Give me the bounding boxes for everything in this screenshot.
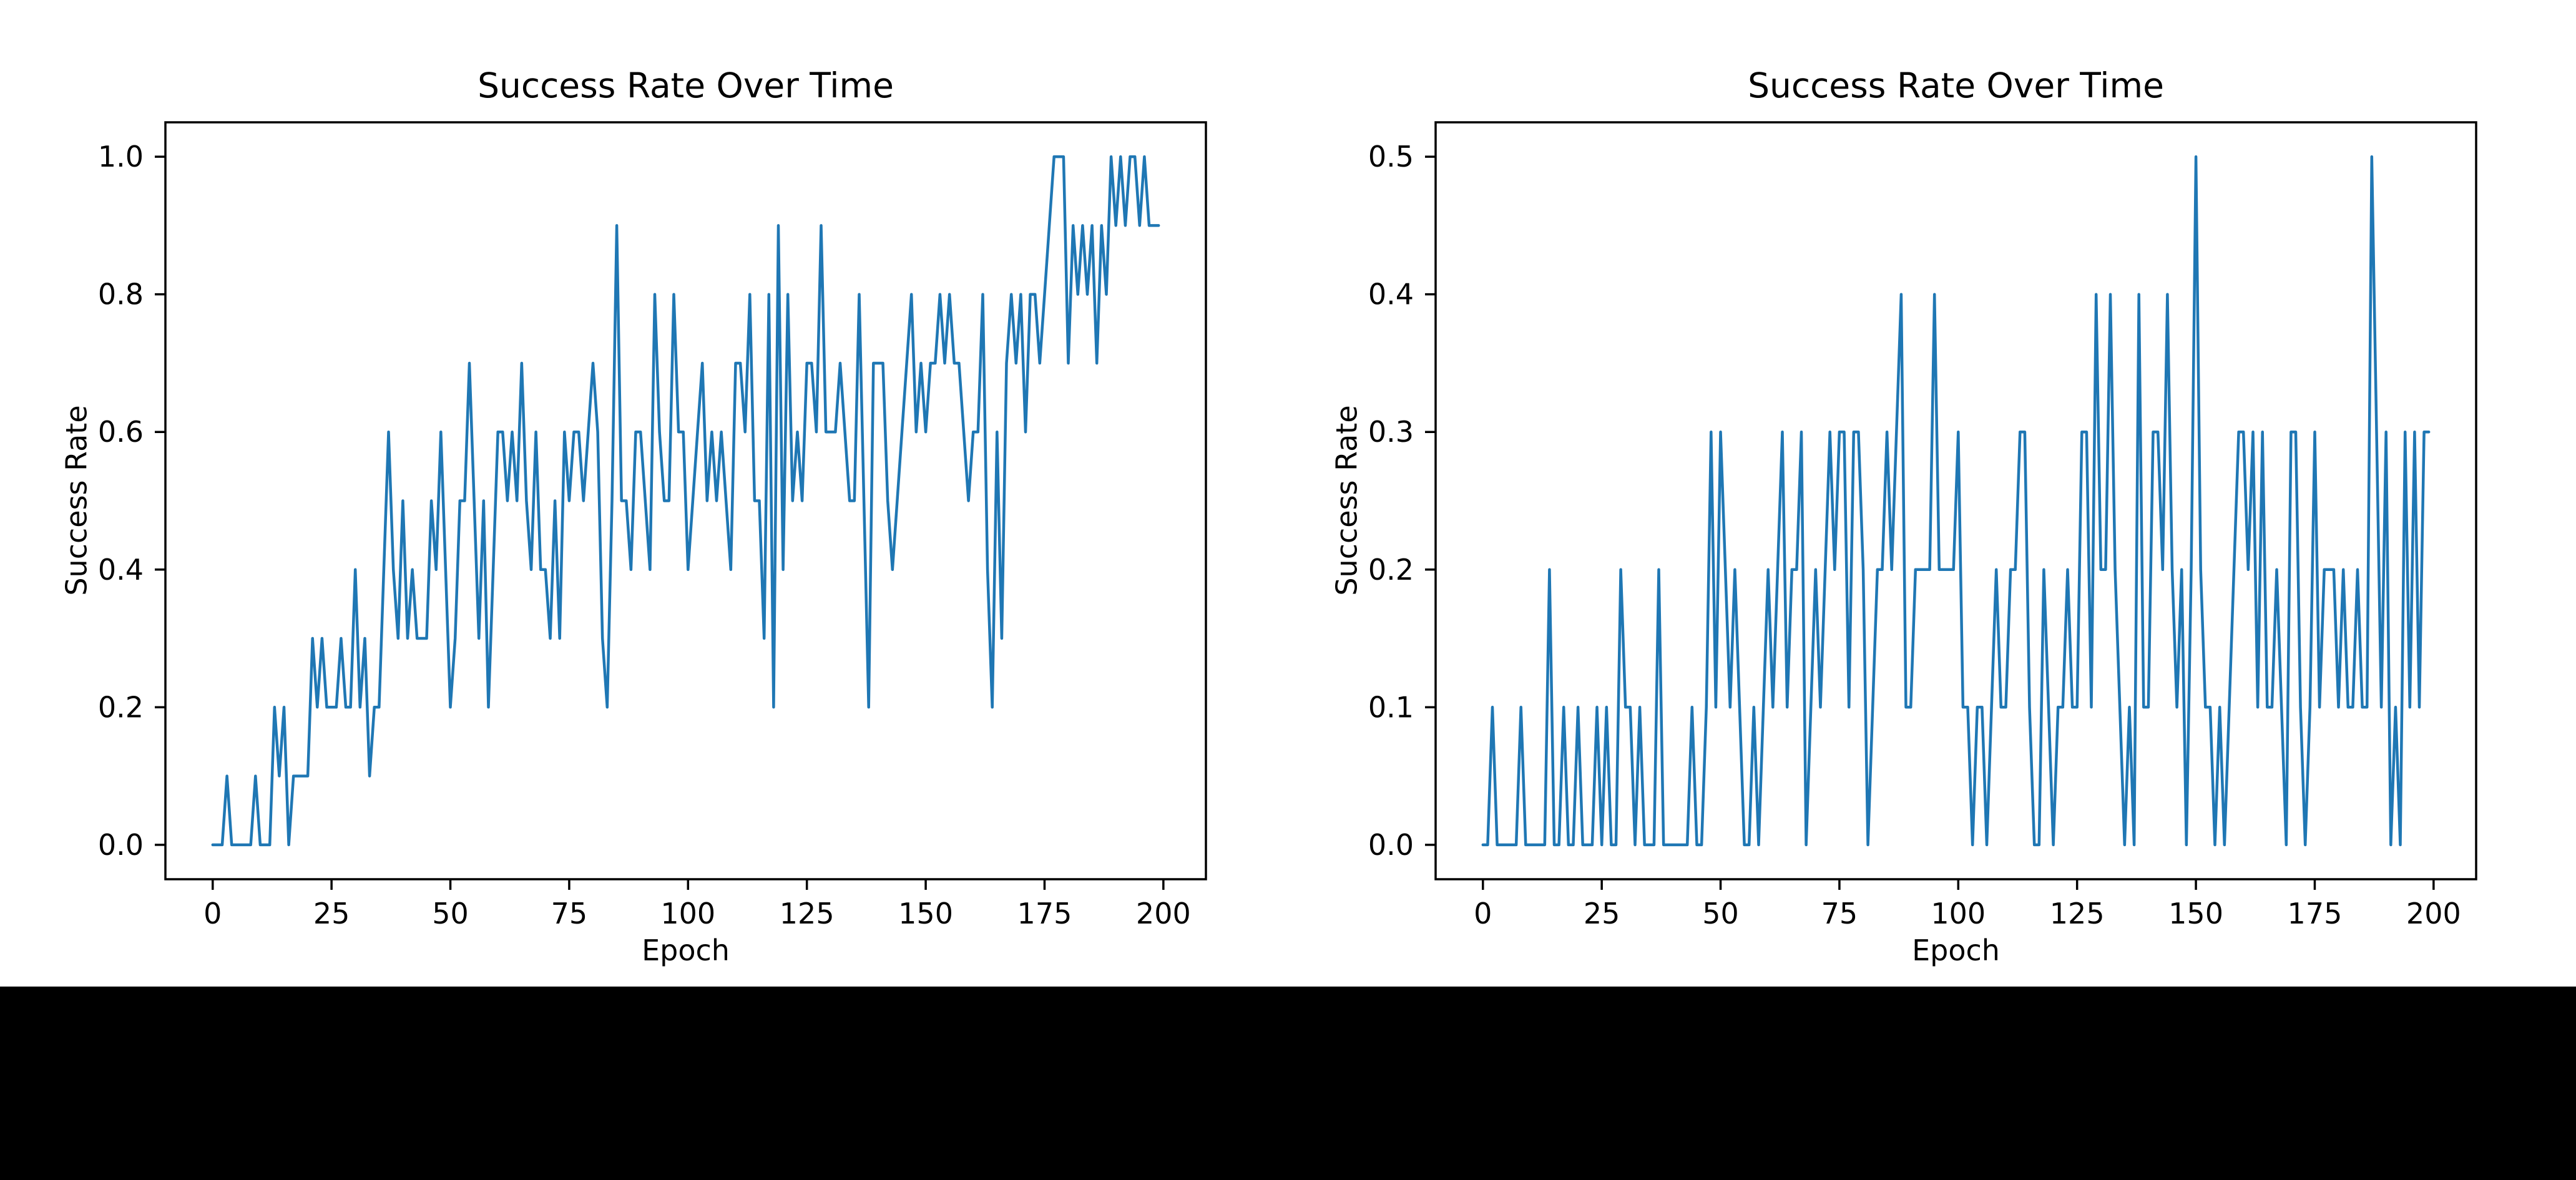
y-tick-label: 0.4: [1368, 278, 1414, 311]
y-tick-label: 1.0: [98, 140, 144, 173]
right-chart-title: Success Rate Over Time: [1748, 66, 2164, 105]
axes-spines: [1434, 121, 2477, 880]
y-tick-label: 0.3: [1368, 415, 1414, 449]
y-tick-label: 0.0: [98, 828, 144, 862]
right-chart-ylabel: Success Rate: [1330, 405, 1364, 596]
x-tick-label: 200: [1136, 897, 1191, 930]
black-letterbox-band: [0, 987, 2576, 1180]
x-tick-label: 150: [2168, 897, 2223, 930]
y-tick-label: 0.6: [98, 415, 144, 449]
left-chart-plot-area: 0 25 50 75 100 125 150 175 200 0.0 0.2 0.4 0.6 0.8 1.0: [98, 121, 1207, 930]
x-tick-label: 100: [660, 897, 715, 930]
x-tick-label: 50: [432, 897, 469, 930]
left-chart-xlabel: Epoch: [642, 934, 730, 967]
y-tick-label: 0.1: [1368, 690, 1414, 724]
x-tick-label: 75: [1821, 897, 1858, 930]
right-chart-xlabel: Epoch: [1912, 934, 2000, 967]
success-rate-line: [211, 155, 1160, 847]
x-tick-label: 0: [203, 897, 222, 930]
right-chart-plot-area: 0 25 50 75 100 125 150 175 200 0.0 0.1 0.2 0.3 0.4 0.5: [1368, 121, 2477, 930]
x-tick-label: 175: [1017, 897, 1072, 930]
matplotlib-figure: 0 25 50 75 100 125 150 175 200 0.0 0.2 0.4 0.6 0.8 1.0…: [0, 0, 2576, 987]
y-tick-label: 0.4: [98, 553, 144, 587]
x-tick-label: 200: [2406, 897, 2461, 930]
x-tick-label: 25: [1584, 897, 1620, 930]
success-rate-line: [1481, 155, 2431, 847]
y-tick-label: 0.2: [1368, 553, 1414, 587]
y-tick-label: 0.5: [1368, 140, 1414, 173]
x-tick-label: 150: [898, 897, 953, 930]
y-tick-label: 0.8: [98, 278, 144, 311]
x-tick-label: 25: [313, 897, 350, 930]
x-tick-label: 100: [1931, 897, 1986, 930]
y-tick-label: 0.0: [1368, 828, 1414, 862]
left-chart-title: Success Rate Over Time: [477, 66, 894, 105]
x-tick-label: 75: [551, 897, 588, 930]
y-tick-label: 0.2: [98, 690, 144, 724]
x-tick-label: 0: [1474, 897, 1492, 930]
x-tick-label: 125: [2050, 897, 2105, 930]
x-tick-label: 50: [1702, 897, 1739, 930]
left-chart-ylabel: Success Rate: [59, 405, 94, 596]
x-tick-label: 125: [780, 897, 835, 930]
x-tick-label: 175: [2288, 897, 2343, 930]
axes-spines: [164, 121, 1207, 880]
